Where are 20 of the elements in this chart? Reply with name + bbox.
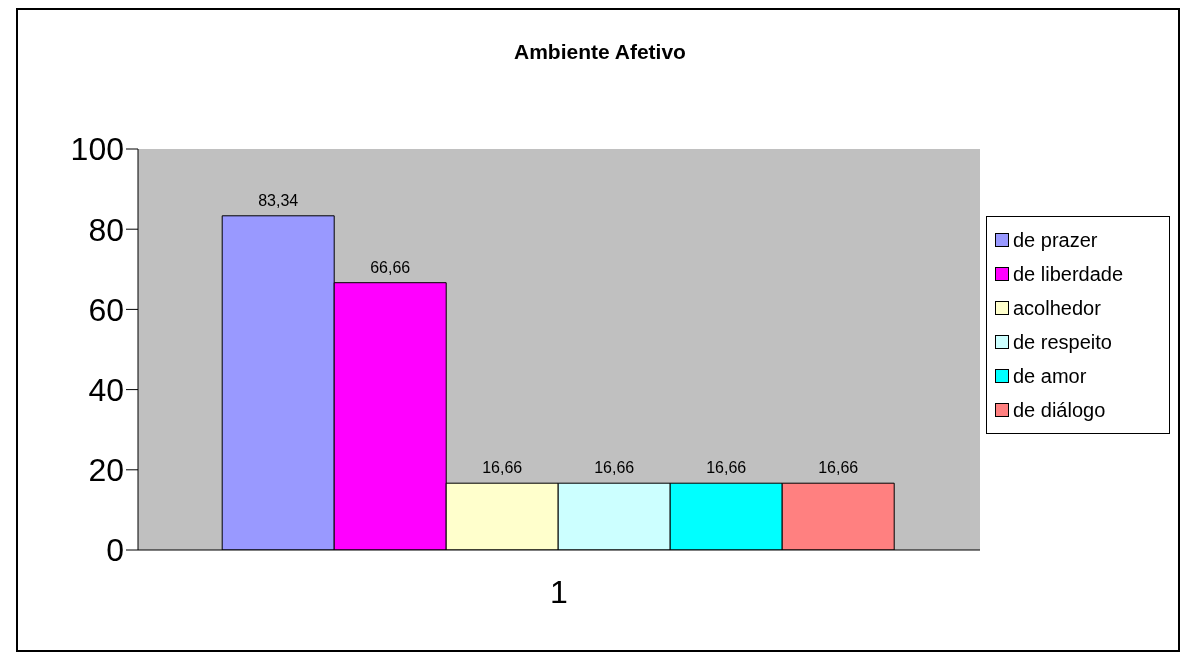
legend-label: acolhedor bbox=[1013, 296, 1101, 320]
y-tick-label: 80 bbox=[88, 211, 124, 248]
legend-label: de respeito bbox=[1013, 330, 1112, 354]
legend-label: de amor bbox=[1013, 364, 1087, 388]
data-label: 83,34 bbox=[258, 191, 299, 209]
legend-label: de diálogo bbox=[1013, 398, 1106, 422]
data-label: 16,66 bbox=[818, 459, 859, 477]
legend-label: de liberdade bbox=[1013, 262, 1124, 286]
y-tick-label: 40 bbox=[88, 371, 124, 408]
y-tick-label: 100 bbox=[70, 131, 124, 168]
y-tick-label: 60 bbox=[88, 291, 124, 328]
y-tick-label: 0 bbox=[106, 532, 124, 569]
data-label: 16,66 bbox=[594, 459, 635, 477]
data-label: 16,66 bbox=[482, 459, 523, 477]
legend-label: de prazer bbox=[1013, 228, 1098, 252]
y-tick-label: 20 bbox=[88, 452, 124, 489]
chart-title: Ambiente Afetivo bbox=[513, 40, 687, 64]
x-tick-label: 1 bbox=[550, 573, 568, 610]
data-label: 16,66 bbox=[706, 459, 747, 477]
data-label: 66,66 bbox=[370, 258, 411, 276]
